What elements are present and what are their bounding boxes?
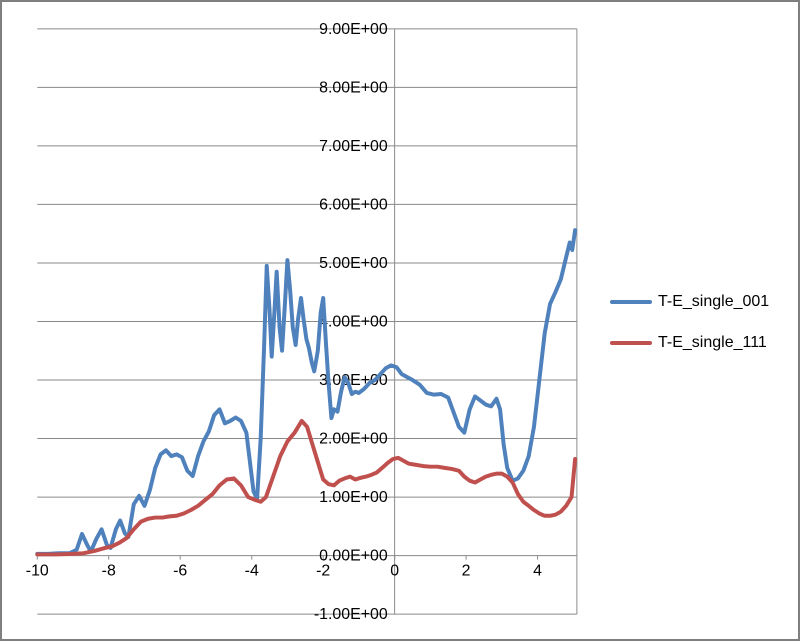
x-tick-label: 0 [390, 562, 399, 579]
y-tick-label: 1.00E+00 [319, 489, 388, 506]
x-tick-label: -4 [245, 562, 259, 579]
series-111-line-swatch [610, 341, 652, 345]
x-tick-label: -8 [102, 562, 116, 579]
legend-label-series-111: T-E_single_111 [658, 334, 767, 351]
legend-item-series-001: T-E_single_001 [610, 293, 769, 311]
legend-item-series-111: T-E_single_111 [610, 334, 769, 352]
y-tick-label: 6.00E+00 [319, 196, 388, 213]
series-line-T-E_single_001 [35, 228, 578, 556]
legend: T-E_single_001 T-E_single_111 [610, 293, 769, 352]
x-tick-label: 4 [533, 562, 542, 579]
y-tick-label: 7.00E+00 [319, 138, 388, 155]
y-tick-label: 8.00E+00 [319, 79, 388, 96]
series-line-T-E_single_111 [35, 418, 578, 557]
series-001-line-swatch [610, 300, 652, 304]
y-tick-label: -1.00E+00 [314, 606, 388, 623]
y-tick-label: 3.00E+00 [319, 372, 388, 389]
x-tick-label: -6 [173, 562, 187, 579]
y-tick-label: 9.00E+00 [319, 21, 388, 38]
y-tick-label: 4.00E+00 [319, 313, 388, 330]
x-tick-label: -10 [26, 562, 49, 579]
y-tick-label: 2.00E+00 [319, 431, 388, 448]
legend-label-series-001: T-E_single_001 [658, 293, 770, 310]
y-tick-label: 0.00E+00 [319, 548, 388, 565]
x-tick-label: 2 [462, 562, 471, 579]
x-tick-label: -2 [316, 562, 330, 579]
y-tick-label: 5.00E+00 [319, 255, 388, 272]
